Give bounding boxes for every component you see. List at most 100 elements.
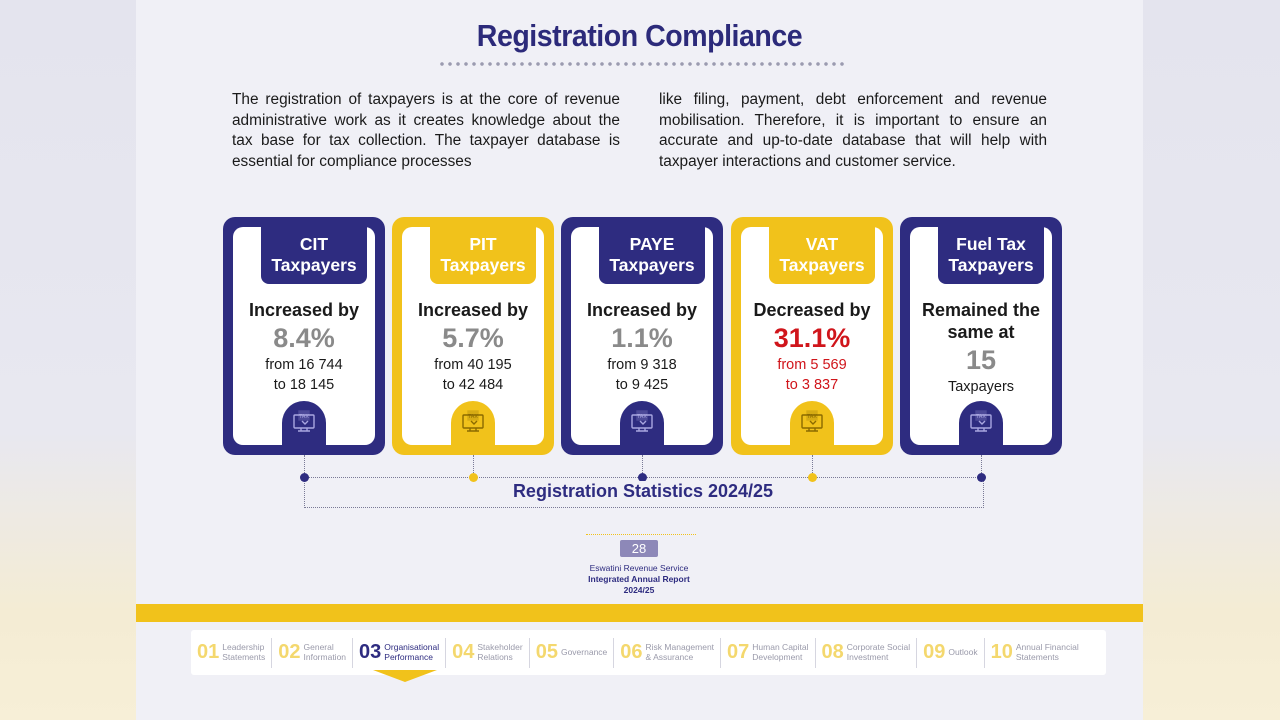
card-status: Decreased by [753, 300, 871, 320]
nav-section-number: 09 [923, 641, 946, 663]
card-panel: CIT Taxpayers Increased by 8.4% from 16 7… [233, 227, 375, 445]
computer-tax-icon: TAX [959, 401, 1003, 445]
card-range-from: from 40 195 [434, 357, 512, 373]
nav-section-09[interactable]: 09 Outlook [917, 637, 985, 668]
nav-section-label: Organisational Performance [384, 642, 440, 662]
connector-dot [638, 473, 647, 482]
statistics-bracket [304, 475, 984, 508]
nav-section-label: Stakeholder Relations [477, 642, 523, 662]
card-panel: PIT Taxpayers Increased by 5.7% from 40 1… [402, 227, 544, 445]
card-unit: Taxpayers [947, 379, 1015, 395]
svg-text:TAX: TAX [467, 414, 478, 420]
right-backdrop [1143, 0, 1280, 720]
card-percentage: 5.7% [442, 323, 504, 353]
card-range-to: to 9 425 [615, 377, 669, 393]
card-range-from: from 5 569 [777, 357, 847, 373]
nav-section-10[interactable]: 10 Annual Financial Statements [985, 638, 1085, 668]
connector-stem [981, 455, 982, 477]
card-title: PAYE Taxpayers [599, 227, 705, 284]
card-panel: VAT Taxpayers Decreased by 31.1% from 5 5… [741, 227, 883, 445]
card-value: 15 [965, 345, 997, 375]
nav-section-08[interactable]: 08 Corporate Social Investment [816, 637, 918, 668]
pit-taxpayers-card: PIT Taxpayers Increased by 5.7% from 40 1… [392, 217, 554, 455]
svg-text:TAX: TAX [636, 414, 647, 420]
statistics-label: Registration Statistics 2024/25 [304, 481, 982, 502]
connector-dot [977, 473, 986, 482]
nav-section-number: 01 [197, 641, 220, 663]
nav-section-label: Human Capital Development [752, 642, 809, 662]
title-divider [438, 60, 848, 68]
nav-section-number: 10 [990, 641, 1013, 663]
svg-text:TAX: TAX [975, 414, 986, 420]
card-range-from: from 9 318 [607, 357, 677, 373]
paye-taxpayers-card: PAYE Taxpayers Increased by 1.1% from 9 3… [561, 217, 723, 455]
card-panel: PAYE Taxpayers Increased by 1.1% from 9 3… [571, 227, 713, 445]
footer-divider [586, 534, 696, 535]
svg-text:TAX: TAX [806, 414, 817, 420]
report-page: Registration Compliance The registration… [136, 0, 1143, 720]
nav-section-number: 02 [278, 641, 301, 663]
card-title: PIT Taxpayers [430, 227, 536, 284]
connector-stem [812, 455, 813, 477]
report-name: Integrated Annual Report [588, 574, 690, 584]
card-title: VAT Taxpayers [769, 227, 875, 284]
nav-section-number: 08 [821, 641, 844, 663]
connector-stem [642, 455, 643, 477]
fuel-tax-taxpayers-card: Fuel Tax Taxpayers Remained the same at 1… [900, 217, 1062, 455]
report-footer: Eswatini Revenue Service Integrated Annu… [536, 563, 742, 596]
nav-section-01[interactable]: 01 Leadership Statements [191, 637, 273, 668]
connector-stem [304, 455, 305, 477]
org-name: Eswatini Revenue Service [589, 563, 689, 573]
connector-dot [808, 473, 817, 482]
nav-section-number: 05 [535, 641, 558, 663]
nav-section-number: 07 [727, 641, 750, 663]
card-status: Increased by [586, 300, 698, 320]
nav-section-label: Outlook [948, 646, 978, 657]
card-percentage: 1.1% [611, 323, 673, 353]
active-section-marker [373, 670, 437, 682]
nav-section-label: General Information [303, 642, 347, 662]
page-number: 28 [620, 540, 658, 557]
card-range-to: to 42 484 [442, 377, 504, 393]
computer-tax-icon: TAX [282, 401, 326, 445]
card-range-to: to 3 837 [785, 377, 839, 393]
computer-tax-icon: TAX [790, 401, 834, 445]
nav-section-04[interactable]: 04 Stakeholder Relations [446, 637, 530, 668]
card-title: Fuel Tax Taxpayers [938, 227, 1044, 284]
nav-section-05[interactable]: 05 Governance [530, 637, 615, 668]
footer-band [136, 604, 1143, 622]
nav-section-02[interactable]: 02 General Information [272, 637, 354, 668]
card-percentage: 31.1% [773, 323, 851, 353]
connector-dot [300, 473, 309, 482]
card-range-from: from 16 744 [265, 357, 343, 373]
card-percentage: 8.4% [273, 323, 335, 353]
connector-stem [473, 455, 474, 477]
nav-section-label: Governance [560, 646, 608, 657]
computer-tax-icon: TAX [451, 401, 495, 445]
nav-section-number: 04 [452, 641, 475, 663]
nav-section-label: Annual Financial Statements [1015, 642, 1079, 662]
card-status: Increased by [248, 300, 360, 320]
card-range-to: to 18 145 [273, 377, 335, 393]
computer-tax-icon: TAX [620, 401, 664, 445]
page-title: Registration Compliance [476, 18, 803, 53]
card-panel: Fuel Tax Taxpayers Remained the same at 1… [910, 227, 1052, 445]
nav-section-label: Leadership Statements [222, 642, 266, 662]
nav-section-03[interactable]: 03 Organisational Performance [353, 637, 447, 668]
nav-section-06[interactable]: 06 Risk Management & Assurance [614, 637, 722, 668]
card-status: Increased by [417, 300, 529, 320]
section-navigation: 01 Leadership Statements 02 General Informa… [191, 630, 1106, 675]
intro-paragraph-right: like filing, payment, debt enforcement a… [659, 91, 1047, 170]
cit-taxpayers-card: CIT Taxpayers Increased by 8.4% from 16 7… [223, 217, 385, 455]
nav-section-number: 06 [620, 641, 643, 663]
svg-text:TAX: TAX [298, 414, 309, 420]
intro-paragraph-left: The registration of taxpayers is at the … [232, 91, 620, 170]
nav-section-07[interactable]: 07 Human Capital Development [721, 637, 816, 668]
left-backdrop [0, 0, 136, 720]
vat-taxpayers-card: VAT Taxpayers Decreased by 31.1% from 5 5… [731, 217, 893, 455]
connector-dot [469, 473, 478, 482]
nav-section-label: Corporate Social Investment [846, 642, 911, 662]
nav-section-label: Risk Management & Assurance [645, 642, 715, 662]
card-title: CIT Taxpayers [261, 227, 367, 284]
report-year: 2024/25 [623, 585, 655, 595]
